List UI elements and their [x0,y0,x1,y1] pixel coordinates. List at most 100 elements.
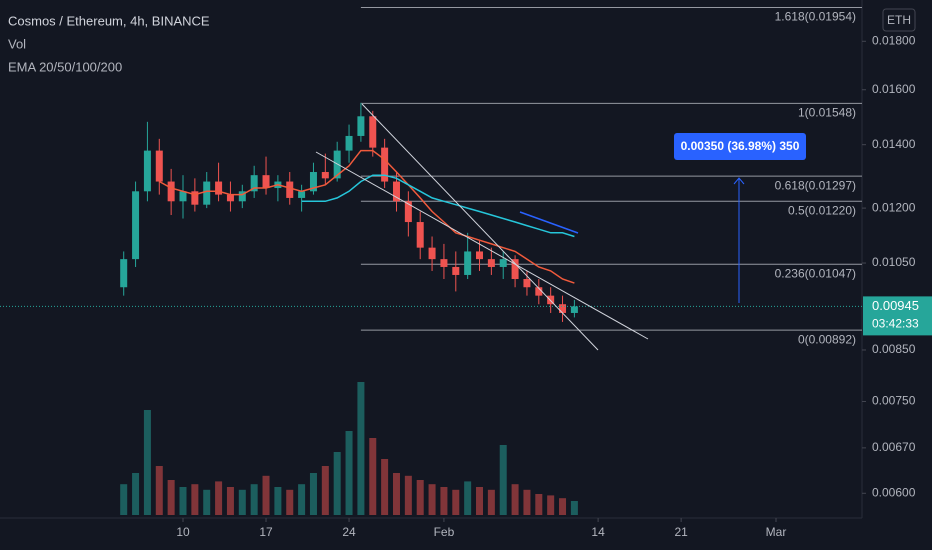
candle-body [120,259,128,288]
candle-body [226,194,234,202]
volume-bar [298,484,306,515]
candle-body [309,172,317,192]
volume-bar [535,494,543,515]
volume-bar [155,466,163,515]
volume-bar [404,475,412,515]
price-label: 0.00945 [872,298,919,313]
candle-body [452,266,460,275]
volume-bar [345,431,353,515]
volume-bar [143,410,151,515]
candle-body [215,181,223,195]
candle-body [132,191,140,260]
volume-bar [286,489,294,515]
candle-body [381,147,389,182]
candle-body [321,172,329,179]
volume-bar [452,489,460,515]
volume-bar [570,501,578,515]
volume-bar [203,489,211,515]
volume-bar [440,487,448,515]
trend-line [315,151,649,340]
x-tick-label: 24 [342,525,356,539]
candle-body [499,259,507,267]
volume-bar [309,473,317,515]
x-tick-label: 21 [674,525,688,539]
volume-bar [262,475,270,515]
candle-body [143,150,151,192]
candle-body [570,306,578,313]
volume-bar [226,487,234,515]
x-tick-label: Mar [766,525,787,539]
candle-body [262,175,270,189]
y-tick-label: 0.01400 [872,137,916,151]
indicator-label: Vol [8,36,26,51]
candle-body [535,287,543,296]
candle-body [559,304,567,313]
fib-label: 1(0.01548) [798,106,856,120]
candle-body [416,222,424,248]
drawn-line [519,211,579,234]
volume-bar [523,489,531,515]
x-tick-label: 14 [591,525,605,539]
y-tick-label: 0.00670 [872,440,916,454]
volume-bar [416,480,424,515]
volume-bar [238,489,246,515]
countdown-label: 03:42:33 [872,317,919,331]
candle-body [345,135,353,151]
fib-label: 0.236(0.01047) [775,266,856,280]
volume-bar [179,487,187,515]
measure-arrow [733,177,745,185]
currency-label[interactable]: ETH [887,13,911,27]
fib-label: 0(0.00892) [798,332,856,346]
y-tick-label: 0.00600 [872,485,916,499]
candle-body [392,181,400,202]
volume-bar [428,484,436,515]
candle-body [167,181,175,202]
y-tick-label: 0.01600 [872,82,916,96]
x-tick-label: Feb [434,525,455,539]
candle-body [440,259,448,267]
volume-bar [167,480,175,515]
fib-label: 1.618(0.01954) [775,10,856,24]
fib-label: 0.5(0.01220) [788,203,856,217]
measure-label: 0.00350 (36.98%) 350 [681,139,800,153]
candle-body [286,181,294,198]
y-tick-label: 0.00750 [872,394,916,408]
candle-body [511,259,519,280]
volume-bar [132,473,140,515]
candle-body [238,191,246,202]
volume-bar [547,495,555,515]
volume-bar [369,438,377,515]
candle-body [464,251,472,275]
ema-line [158,149,575,284]
price-badge [863,296,932,336]
volume-bar [120,484,128,515]
candle-body [298,191,306,198]
trend-line [361,103,599,351]
currency-box[interactable] [882,8,916,32]
candle-body [487,259,495,267]
candle-body [369,116,377,148]
fib-label: 0.618(0.01297) [775,178,856,192]
ema-line [301,174,575,238]
volume-bar [321,466,329,515]
volume-bar [250,484,258,515]
y-tick-label: 0.01200 [872,200,916,214]
volume-bar [381,459,389,515]
candle-body [476,251,484,260]
y-tick-label: 0.01050 [872,255,916,269]
volume-bar [274,487,282,515]
candle-body [155,150,163,182]
plot [0,7,862,515]
candle-body [404,201,412,223]
volume-bar [499,445,507,515]
volume-bar [392,473,400,515]
volume-bar [487,489,495,515]
volume-bar [476,487,484,515]
x-tick-label: 10 [176,525,190,539]
candle-body [547,295,555,305]
volume-bar [559,498,567,515]
volume-bar [511,484,519,515]
y-tick-label: 0.00850 [872,342,916,356]
